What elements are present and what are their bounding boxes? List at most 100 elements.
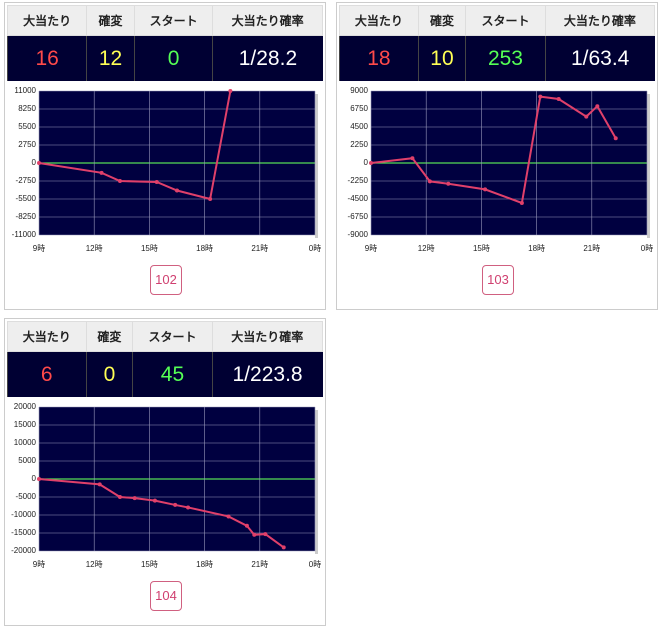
x-tick-label: 9時 (33, 244, 45, 253)
x-tick-label: 12時 (86, 560, 103, 569)
stat-value: 6 (7, 351, 87, 397)
data-point (226, 514, 231, 519)
y-tick-label: 4500 (350, 122, 368, 131)
data-point (99, 170, 104, 175)
y-tick-label: 0 (32, 474, 37, 483)
data-point (228, 89, 233, 93)
data-point (538, 94, 543, 99)
stat-header: 大当たり確率 (544, 5, 656, 36)
data-point (613, 136, 618, 141)
chart: 20000 15000 10000 5000 0 -5000 -10000 -15000 -20… (11, 402, 321, 569)
data-point (369, 161, 373, 165)
chart: 11000 8250 5500 2750 0 -2750 -5500 -8250 -11000 9… (12, 86, 322, 253)
machine-button[interactable]: 103 (482, 265, 514, 295)
data-point (208, 197, 213, 201)
y-tick-label: -4500 (348, 194, 369, 203)
x-tick-label: 15時 (141, 560, 158, 569)
x-tick-label: 0時 (309, 244, 321, 253)
stat-value: 1/63.4 (544, 35, 655, 81)
y-tick-label: 20000 (14, 402, 37, 411)
stat-header: 確変 (85, 321, 134, 352)
stat-value: 253 (465, 35, 546, 81)
y-tick-label: -5500 (16, 194, 37, 203)
y-tick-label: 6750 (350, 104, 368, 113)
y-tick-label: 0 (364, 158, 369, 167)
data-point (556, 97, 561, 101)
stat-header: 確変 (417, 5, 467, 36)
stat-value: 45 (132, 351, 213, 397)
y-tick-label: -6750 (348, 212, 369, 221)
stat-header: スタート (465, 5, 546, 36)
x-tick-label: 18時 (196, 560, 213, 569)
stat-value: 0 (133, 35, 213, 81)
stat-value: 18 (339, 35, 419, 81)
x-tick-label: 12時 (86, 244, 103, 253)
data-point (483, 187, 488, 192)
value-row: 18 10 253 1/63.4 (339, 35, 655, 81)
stat-value: 12 (86, 35, 135, 81)
stat-header: 大当たり (6, 5, 88, 36)
chart: 9000 6750 4500 2250 0 -2250 -4500 -6750 -9000 9時 1… (348, 86, 654, 253)
x-tick-label: 9時 (33, 560, 45, 569)
y-tick-label: -10000 (11, 510, 36, 519)
stats-panel: 大当たり 確変 スタート 大当たり確率 16 12 0 1/28.2 11000 8250 5500… (4, 2, 326, 310)
value-row: 16 12 0 1/28.2 (6, 35, 323, 81)
x-tick-label: 18時 (528, 244, 545, 253)
data-point (175, 188, 179, 193)
x-tick-label: 21時 (251, 560, 268, 569)
plot-shadow (315, 94, 318, 238)
y-tick-label: 5000 (18, 456, 36, 465)
data-point (263, 532, 268, 537)
data-point (132, 496, 137, 501)
y-tick-label: 15000 (14, 420, 37, 429)
data-point (446, 181, 451, 186)
x-tick-label: 18時 (196, 244, 213, 253)
data-point (117, 179, 122, 183)
header-row: 大当たり 確変 スタート 大当たり確率 (6, 5, 323, 36)
y-tick-label: 10000 (14, 438, 37, 447)
stat-header: 確変 (86, 5, 135, 36)
y-tick-label: -11000 (12, 230, 37, 239)
value-row: 6 0 45 1/223.8 (7, 351, 323, 397)
y-tick-label: 2250 (350, 140, 368, 149)
stats-table: 大当たり 確変 スタート 大当たり確率 16 12 0 1/28.2 (6, 5, 323, 81)
y-tick-label: 5500 (18, 122, 36, 131)
y-tick-label: -5000 (16, 492, 37, 501)
data-point (154, 179, 159, 184)
y-tick-label: -8250 (16, 212, 37, 221)
x-tick-label: 21時 (583, 244, 600, 253)
x-tick-label: 12時 (418, 244, 435, 253)
machine-button[interactable]: 104 (150, 581, 182, 611)
machine-button[interactable]: 102 (150, 265, 182, 295)
data-point (117, 495, 122, 499)
x-tick-label: 21時 (251, 244, 268, 253)
stat-value: 1/223.8 (211, 351, 323, 397)
data-point (152, 498, 157, 503)
y-tick-label: 0 (32, 158, 37, 167)
stats-table: 大当たり 確変 スタート 大当たり確率 18 10 253 1/63.4 (339, 5, 656, 81)
data-point (427, 179, 432, 184)
y-tick-label: 11000 (14, 86, 36, 95)
stat-header: スタート (133, 5, 214, 36)
data-point (37, 477, 41, 481)
data-point (519, 201, 524, 205)
y-tick-label: 2750 (18, 140, 36, 149)
y-tick-label: 8250 (18, 104, 36, 113)
y-tick-label: -2750 (16, 176, 37, 185)
stats-table: 大当たり 確変 スタート 大当たり確率 6 0 45 1/223.8 (7, 321, 324, 397)
y-tick-label: 9000 (350, 86, 368, 95)
header-row: 大当たり 確変 スタート 大当たり確率 (7, 321, 324, 352)
x-tick-label: 15時 (473, 244, 490, 253)
stat-header: スタート (132, 321, 213, 352)
data-point (244, 523, 249, 528)
data-point (584, 114, 589, 119)
stat-header: 大当たり確率 (212, 5, 323, 36)
data-point (595, 104, 600, 109)
data-point (252, 532, 257, 537)
x-tick-label: 0時 (309, 560, 321, 569)
y-tick-label: -2250 (348, 176, 369, 185)
data-point (97, 482, 102, 487)
data-point (186, 505, 191, 510)
data-point (410, 156, 415, 161)
